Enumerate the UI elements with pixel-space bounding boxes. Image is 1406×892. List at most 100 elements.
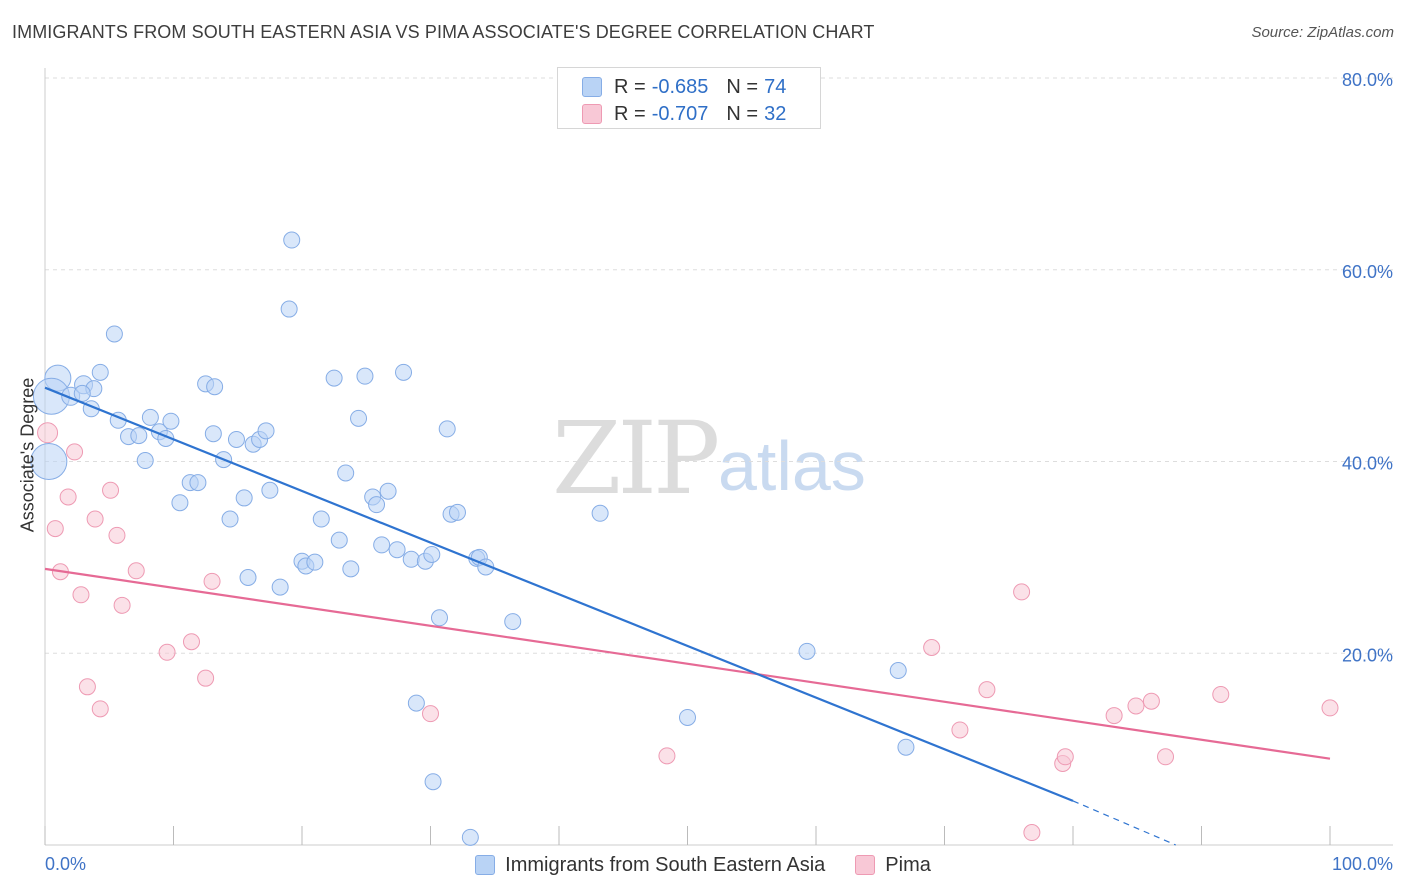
pima-point	[923, 638, 941, 656]
pima-point	[422, 705, 439, 723]
immigrants-point	[461, 828, 479, 846]
pima-point	[78, 678, 96, 696]
pima-point	[978, 681, 996, 699]
immigrants-point	[448, 503, 466, 521]
immigrants-point	[350, 409, 368, 427]
immigrants-trend-extension	[1072, 800, 1177, 846]
immigrants-point	[342, 560, 360, 578]
immigrants-point	[388, 541, 406, 559]
pima-point	[86, 510, 104, 528]
immigrants-point	[356, 367, 374, 385]
legend-n-value: 74	[764, 75, 787, 98]
immigrants-point	[280, 300, 298, 318]
immigrants-point	[227, 430, 245, 448]
legend-row-series2: R = -0.707 N = 32	[582, 102, 786, 126]
immigrants-point	[261, 481, 279, 499]
immigrants-point	[423, 545, 441, 563]
immigrants-point	[136, 452, 154, 470]
legend-swatch-pink	[855, 855, 876, 875]
immigrants-point	[206, 378, 224, 396]
x-tick-label: 0.0%	[45, 854, 86, 874]
pima-point	[1142, 692, 1160, 710]
pima-point	[1023, 824, 1041, 842]
pima-point	[72, 586, 90, 604]
pima-point	[1056, 748, 1074, 766]
immigrants-point	[889, 662, 907, 680]
immigrants-point	[407, 694, 425, 712]
pima-point	[127, 562, 145, 580]
immigrants-point	[591, 504, 609, 522]
legend-item-immigrants[interactable]: Immigrants from South Eastern Asia	[475, 854, 825, 877]
immigrants-point	[162, 412, 180, 430]
legend-n-label: N =	[726, 75, 759, 98]
immigrants-point	[171, 494, 189, 512]
immigrants-point	[271, 578, 289, 596]
pima-point	[91, 700, 109, 718]
x-tick-label: 100.0%	[1332, 854, 1393, 874]
pima-trend-line	[44, 567, 1331, 760]
legend-r-label: R =	[614, 102, 646, 125]
y-tick-label: 40.0%	[1342, 454, 1393, 474]
immigrants-point	[204, 425, 222, 443]
immigrants-point	[330, 531, 348, 549]
pima-point	[113, 596, 131, 614]
immigrants-point	[402, 550, 420, 568]
immigrants-point	[141, 408, 159, 426]
immigrants-point	[379, 482, 397, 500]
pima-point	[102, 481, 120, 499]
immigrants-point	[105, 325, 123, 343]
immigrants-point	[438, 420, 456, 438]
immigrants-point	[189, 474, 207, 492]
y-axis-label: Associate's Degree	[17, 377, 38, 533]
pima-point	[182, 633, 200, 651]
immigrants-point	[283, 231, 301, 249]
watermark-zip: ZIP	[552, 400, 720, 517]
pima-point	[158, 643, 176, 661]
immigrants-point	[91, 363, 109, 381]
legend-r-label: R =	[614, 75, 646, 98]
y-tick-label: 20.0%	[1342, 645, 1393, 665]
y-tick-label: 60.0%	[1342, 262, 1393, 282]
immigrants-point	[337, 464, 355, 482]
pima-point	[1157, 748, 1175, 766]
legend-item-pima[interactable]: Pima	[855, 854, 931, 877]
immigrants-point	[325, 369, 343, 387]
immigrants-point	[395, 363, 413, 381]
pima-point	[197, 669, 215, 687]
legend-item-label: Immigrants from South Eastern Asia	[505, 853, 826, 876]
immigrants-point	[221, 510, 239, 528]
immigrants-point	[30, 443, 68, 480]
pima-point	[66, 443, 84, 461]
pima-point	[46, 520, 64, 538]
watermark-atlas: atlas	[718, 427, 866, 505]
legend-swatch-blue	[582, 77, 602, 97]
immigrants-point	[306, 553, 324, 571]
legend-n-label: N =	[726, 102, 759, 125]
legend-n-value: 32	[764, 102, 787, 125]
immigrants-point	[897, 738, 915, 756]
pima-point	[1127, 697, 1145, 715]
immigrants-point	[798, 642, 816, 660]
immigrants-point	[373, 536, 391, 554]
immigrants-point	[430, 609, 448, 627]
series-legend: Immigrants from South Eastern Asia Pima	[0, 852, 1406, 878]
legend-item-label: Pima	[885, 853, 931, 876]
immigrants-point	[257, 422, 275, 440]
stats-legend: R = -0.685 N = 74 R = -0.707 N = 32	[557, 67, 821, 129]
pima-point	[108, 526, 126, 544]
source-label: Source: ZipAtlas.com	[1251, 24, 1394, 41]
pima-point	[1212, 685, 1230, 703]
y-tick-label: 80.0%	[1342, 70, 1393, 90]
chart-title: IMMIGRANTS FROM SOUTH EASTERN ASIA VS PI…	[12, 22, 875, 42]
immigrants-point	[312, 510, 330, 528]
immigrants-point	[235, 489, 253, 507]
pima-point	[1013, 583, 1031, 601]
pima-point	[951, 721, 969, 739]
legend-row-series1: R = -0.685 N = 74	[582, 75, 786, 99]
pima-point	[658, 747, 676, 765]
pima-point	[1105, 707, 1123, 725]
immigrants-point	[424, 773, 442, 791]
immigrants-point	[679, 708, 696, 726]
legend-r-value: -0.685	[651, 75, 709, 98]
